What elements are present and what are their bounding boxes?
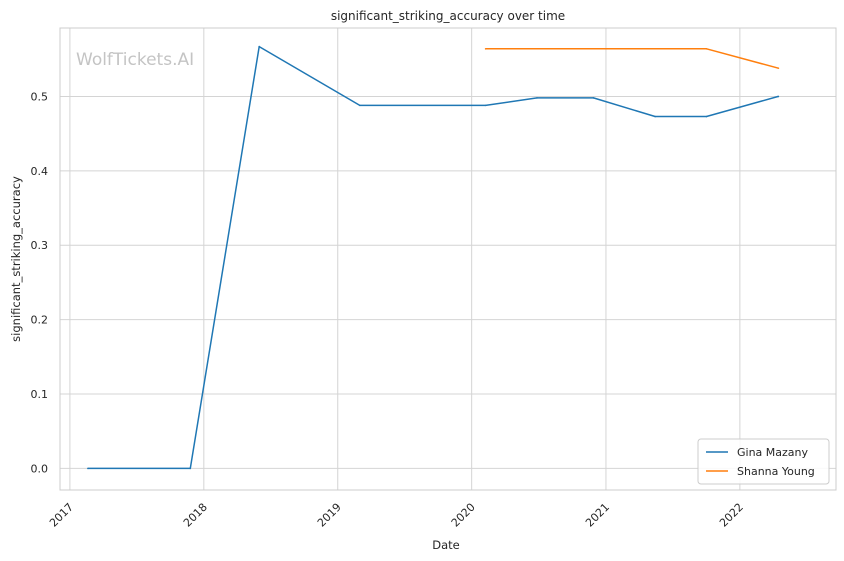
x-tick-label: 2021 [583,501,612,530]
legend-label-shanna-young: Shanna Young [737,465,815,478]
x-tick-label: 2017 [47,501,76,530]
data-point-gina-mazany [592,97,595,99]
data-point-gina-mazany [536,97,538,99]
series-line-gina-mazany [87,45,779,470]
x-tick-label: 2018 [181,501,210,530]
data-point-gina-mazany [87,467,89,470]
data-point-gina-mazany [705,115,708,118]
plot-area [60,28,836,490]
data-point-shanna-young [484,48,487,50]
data-point-shanna-young [777,67,780,69]
x-tick-label: 2019 [315,501,344,530]
y-tick-labels: 0.0 0.1 0.2 0.3 0.4 0.5 [31,90,49,475]
y-tick-label: 0.1 [31,388,49,401]
data-point-gina-mazany [189,467,192,470]
x-axis-label: Date [432,538,460,552]
y-tick-label: 0.3 [31,239,49,252]
y-tick-label: 0.4 [31,165,49,178]
data-point-gina-mazany [484,104,487,107]
x-tick-label: 2020 [449,501,478,530]
data-point-gina-mazany [258,45,261,48]
legend: Gina Mazany Shanna Young [697,438,830,485]
chart-title: significant_striking_accuracy over time [331,9,565,23]
y-axis-label: significant_striking_accuracy [9,176,23,342]
x-tick-labels: 2017 2018 2019 2020 2021 2022 [47,501,746,530]
legend-label-gina-mazany: Gina Mazany [737,446,809,459]
x-tick-label: 2022 [717,501,746,530]
plot-frame [59,27,837,491]
y-tick-label: 0.5 [31,90,49,103]
series-layer [87,45,780,470]
y-tick-label: 0.0 [31,462,49,475]
data-point-gina-mazany [358,104,361,107]
y-tick-label: 0.2 [31,314,49,327]
legend-box [697,438,830,485]
data-point-gina-mazany [654,115,656,118]
watermark: WolfTickets.AI [76,50,194,70]
data-point-shanna-young [705,48,708,50]
data-point-gina-mazany [777,95,780,98]
